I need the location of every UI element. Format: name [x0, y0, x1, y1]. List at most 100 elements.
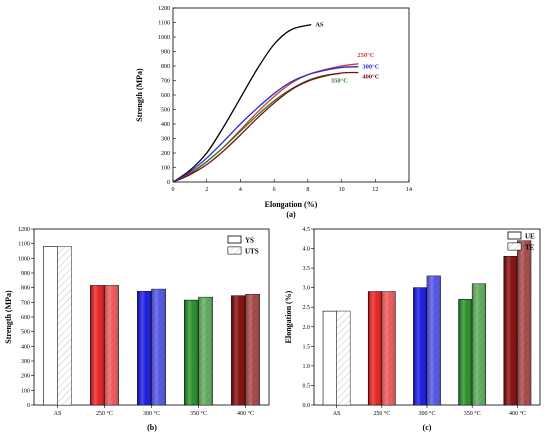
panel-b-y-tick-label: 900 [21, 271, 30, 277]
panel-a-strength-curves: 0 2 4 6 8 10 12 14 0 100 200 300 400 500 600 700 800 900 1… [135, 6, 412, 219]
panel-b-y-tick-label: 0 [27, 403, 30, 409]
panel-b-bar-hatch [245, 294, 260, 405]
panel-b-bar-shading [184, 300, 199, 405]
panel-a-x-tick-label: 14 [406, 187, 412, 193]
panel-b-bar [43, 246, 58, 406]
panel-c-x-tick-label: 250 °C [373, 410, 390, 417]
panel-a-y-tick-label: 700 [161, 79, 170, 85]
panel-b-y-tick-label: 700 [21, 300, 30, 306]
panel-a-x-tick-label: 6 [273, 187, 276, 193]
panel-a-y-tick-label: 300 [161, 137, 170, 143]
panel-c-y-tick-label: 0.5 [303, 383, 311, 389]
panel-b-bar-shading [231, 295, 246, 405]
panel-b-bar-shading [137, 291, 152, 405]
panel-b-bars [43, 246, 260, 406]
panel-c-bar-hatch [472, 283, 486, 405]
panel-a-series-line-0 [172, 24, 312, 183]
panel-c-x-tick-label: 400 °C [509, 410, 526, 417]
panel-a-y-tick-label: 100 [161, 166, 170, 172]
panel-b-legend-label: YS [245, 237, 254, 245]
panel-c-y-tick-label: 2.0 [303, 325, 311, 331]
panel-c-y-tick-label: 1.5 [303, 344, 311, 350]
panel-a-y-tick-label: 0 [167, 180, 170, 186]
panel-c-y-tick-label: 3.0 [303, 286, 311, 292]
panel-b-bar-hatch [151, 289, 166, 405]
panel-c-legend-label: UE [525, 233, 535, 241]
panel-c-elongation-bars: 0.0 0.5 1.0 1.5 2.0 2.5 3.0 3.5 4.0 4.5 AS 250 °C 30… [284, 227, 541, 432]
panel-b-bar-shading [90, 285, 105, 405]
panel-c-axes: 0.0 0.5 1.0 1.5 2.0 2.5 3.0 3.5 4.0 4.5 AS 250 °C 30… [303, 227, 526, 417]
panel-c-x-tick-label: AS [333, 411, 341, 417]
panel-a-x-tick-label: 10 [339, 187, 345, 193]
panel-b-x-tick-label: 350 °C [190, 410, 207, 417]
panel-b-axes: 0 100 200 300 400 500 600 700 800 900 1000 1100 1200… [18, 227, 254, 417]
panel-c-bar-hatch [427, 275, 441, 405]
panel-b-bar-hatch [104, 285, 119, 405]
panel-c-bar-hatch [336, 311, 351, 405]
panel-c-y-tick-label: 1.0 [303, 364, 311, 370]
panel-a-y-tick-label: 800 [161, 64, 170, 70]
panel-a-y-tick-label: 600 [161, 93, 170, 99]
panel-b-y-tick-label: 1100 [18, 242, 30, 248]
panel-a-x-axis-label: Elongation (%) [265, 200, 318, 209]
panel-b-y-tick-label: 800 [21, 286, 30, 292]
panel-a-series-label: 350°C [331, 78, 348, 85]
panel-b-x-tick-label: AS [54, 411, 62, 417]
panel-b-y-tick-label: 600 [21, 315, 30, 321]
panel-a-y-tick-label: 200 [161, 151, 170, 157]
panel-c-bar-shading [368, 291, 382, 405]
panel-a-series: AS 250°C 300°C 350°C 400°C [172, 22, 380, 183]
panel-c-bar [322, 310, 337, 406]
panel-a-y-tick-label: 1000 [158, 35, 170, 41]
panel-a-x-tick-label: 8 [306, 187, 309, 193]
panel-a-series-label: 250°C [357, 52, 374, 59]
panel-a-y-tick-label: 1200 [158, 6, 170, 12]
panel-a-y-tick-label: 400 [161, 122, 170, 128]
panel-c-y-tick-label: 2.5 [303, 305, 311, 311]
panel-a-series-line-2 [172, 66, 359, 183]
panel-b-y-tick-label: 100 [21, 388, 30, 394]
panel-c-x-tick-label: 350 °C [464, 410, 481, 417]
panel-b-y-tick-label: 400 [21, 344, 30, 350]
panel-b-y-tick-label: 1200 [18, 227, 30, 233]
panel-b-legend-swatch-hatch [228, 247, 241, 254]
panel-b-x-tick-label: 300 °C [143, 410, 160, 417]
panel-b-legend: YS UTS [227, 235, 259, 256]
panel-c-legend-swatch [507, 231, 522, 240]
panel-c-y-tick-label: 3.5 [303, 266, 311, 272]
panel-a-series-label: AS [315, 22, 324, 29]
panel-c-bar-shading [458, 299, 473, 405]
panel-a-y-axis-label: Strength (MPa) [135, 68, 144, 122]
panel-b-y-tick-label: 200 [21, 374, 30, 380]
panel-a-label: (a) [286, 210, 296, 219]
panel-c-legend-label: TE [525, 244, 535, 252]
panel-c-y-axis-label: Elongation (%) [284, 290, 293, 343]
panel-a-x-tick-label: 0 [172, 187, 175, 193]
panel-b-legend-label: UTS [245, 248, 259, 256]
panel-c-y-tick-label: 0.0 [303, 403, 311, 409]
panel-a-series-label: 400°C [362, 74, 379, 81]
panel-b-y-tick-label: 500 [21, 330, 30, 336]
panel-c-y-tick-label: 4.5 [303, 227, 311, 233]
panel-a-x-tick-label: 4 [239, 187, 242, 193]
panel-b-y-tick-label: 300 [21, 359, 30, 365]
panel-a-y-tick-label: 1100 [158, 21, 170, 27]
panel-a-y-tick-label: 500 [161, 108, 170, 114]
panel-b-x-tick-label: 250 °C [96, 410, 113, 417]
panel-b-x-tick-label: 400 °C [237, 410, 254, 417]
panel-c-legend: UE TE [507, 231, 535, 252]
panel-c-bars [322, 240, 532, 406]
panel-c-bar-shading [503, 256, 518, 405]
panel-b-bar-hatch [198, 297, 213, 405]
panel-b-y-axis-label: Strength (MPa) [4, 290, 13, 344]
panel-a-series-line-3 [172, 72, 340, 183]
panel-a-x-tick-label: 2 [205, 187, 208, 193]
panel-c-label: (c) [423, 423, 432, 432]
panel-a-y-tick-label: 900 [161, 50, 170, 56]
panel-c-x-tick-label: 300 °C [419, 410, 436, 417]
panel-c-bar-hatch [381, 291, 396, 405]
panel-a-series-line-4 [172, 71, 359, 183]
panel-a-x-tick-label: 12 [372, 187, 378, 193]
panel-b-label: (b) [147, 423, 157, 432]
